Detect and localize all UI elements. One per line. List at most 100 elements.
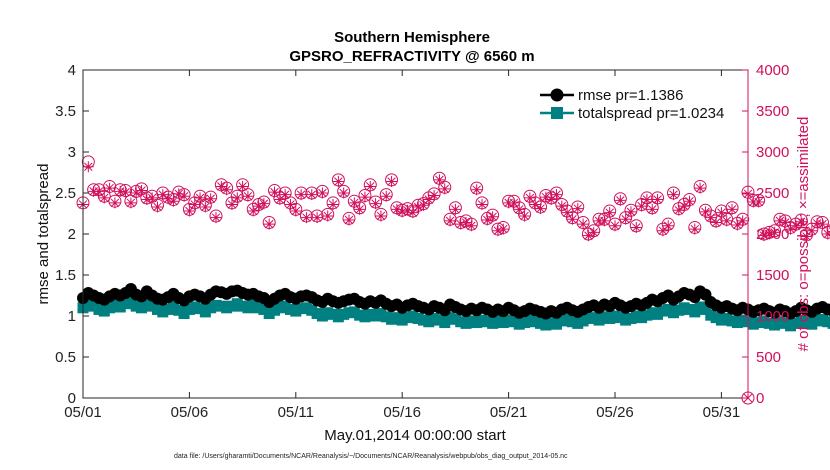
x-axis: 05/01 05/06 05/11 05/16 05/21 05/26 05/31 (64, 70, 740, 421)
y-right-tick-label: 3000 (756, 144, 789, 161)
y-right-tick-label: 0 (756, 390, 764, 407)
obs-assimilated-point (678, 200, 690, 212)
obs-assimilated-point (694, 182, 706, 194)
y-tick-label: 2 (68, 226, 76, 243)
obs-assimilated-point (822, 228, 830, 240)
obs-assimilated-point (343, 214, 355, 226)
obs-assimilated-point (348, 197, 360, 209)
y-right-tick-label: 3500 (756, 103, 789, 120)
obs-assimilated-point (673, 204, 685, 216)
legend-rmse-label: rmse pr=1.1386 (578, 87, 683, 104)
y-axis-right: 0 500 1000 1500 2000 2500 3000 3500 4000 (742, 62, 789, 407)
obs-assimilated-point (284, 198, 296, 210)
y-tick-label: 1 (68, 308, 76, 325)
obs-assimilated-point (721, 215, 733, 227)
obs-assimilated-point (269, 186, 281, 198)
obs-assimilated-point (683, 195, 695, 207)
y-right-tick-label: 500 (756, 349, 781, 366)
obs-assimilated-point (189, 198, 201, 210)
obs-assimilated-point (125, 197, 137, 209)
obs-assimilated-point (167, 195, 179, 207)
obs-assimilated-point (795, 216, 807, 228)
obs-assimilated-point (221, 184, 233, 196)
obs-assimilated-point (508, 197, 520, 209)
totalspread-point (827, 317, 830, 329)
obs-assimilated-point (816, 218, 828, 230)
x-tick-label: 05/06 (171, 404, 209, 421)
obs-assimilated-point (375, 210, 387, 222)
obs-assimilated-point (625, 206, 637, 218)
obs-assimilated-point (662, 220, 674, 232)
obs-assimilated-point (253, 200, 265, 212)
obs-assimilated-point (386, 176, 398, 188)
obs-assimilated-point (582, 230, 594, 242)
obs-assimilated-point (109, 197, 121, 209)
rmse-point (827, 305, 830, 317)
y-tick-label: 0 (68, 390, 76, 407)
obs-assimilated-point (668, 189, 680, 201)
obs-assimilated-point (556, 200, 568, 212)
obs-assimilated-point (327, 198, 339, 210)
obs-assimilated-point (806, 225, 818, 237)
obs-assimilated-point (753, 196, 765, 208)
x-axis-label: May.01,2014 00:00:00 start (324, 427, 506, 444)
y-tick-label: 3.5 (55, 103, 76, 120)
obs-assimilated-point (205, 193, 217, 205)
obs-assimilated-point (763, 228, 775, 240)
legend-spread-label: totalspread pr=1.0234 (578, 105, 724, 122)
obs-assimilated-point (423, 194, 435, 206)
legend: rmse pr=1.1386 totalspread pr=1.0234 (532, 80, 734, 128)
obs-assimilated-point (183, 205, 195, 217)
obs-assimilated-point (359, 191, 371, 203)
obs-assimilated-point (332, 176, 344, 188)
obs-assimilated-point (237, 180, 249, 192)
obs-assimilated-point (779, 217, 791, 229)
chart-subtitle: GPSRO_REFRACTIVITY @ 6560 m (289, 48, 534, 65)
obs-assimilated-point (476, 198, 488, 210)
obs-assimilated-point (402, 204, 414, 216)
y-tick-label: 3 (68, 144, 76, 161)
obs-assimilated-point (391, 203, 403, 215)
y-tick-label: 4 (68, 62, 76, 79)
obs-assimilated-point (561, 207, 573, 219)
obs-assimilated-point (417, 199, 429, 211)
obs-assimilated-point (311, 212, 323, 224)
obs-assimilated-point (104, 182, 116, 194)
obs-assimilated-point (439, 183, 451, 195)
x-tick-label: 05/26 (596, 404, 634, 421)
obs-assimilated-point (529, 198, 541, 210)
obs-assimilated-point (322, 210, 334, 222)
obs-assimilated-point (354, 203, 366, 215)
obs-assimilated-point (465, 220, 477, 232)
y-right-tick-label: 4000 (756, 62, 789, 79)
y-tick-label: 2.5 (55, 185, 76, 202)
obs-assimilated-point (151, 201, 163, 213)
obs-assimilated-point (263, 218, 275, 230)
obs-assimilated-point (657, 225, 669, 237)
obs-assimilated-point (120, 186, 132, 198)
obs-assimilated-point (758, 230, 770, 242)
obs-assimilated-point (93, 185, 105, 197)
obs-assimilated-point (550, 189, 562, 201)
obs-assimilated-point (598, 215, 610, 227)
obs-assimilated-point (737, 215, 749, 227)
obs-assimilated-point (433, 174, 445, 186)
obs-assimilated-point (279, 189, 291, 201)
obs-assimilated-point (513, 203, 525, 215)
obs-assimilated-point (242, 190, 254, 202)
obs-assimilated-point (146, 192, 158, 204)
legend-box (532, 80, 734, 128)
obs-assimilated-point (689, 223, 701, 235)
obs-assimilated-point (295, 189, 307, 201)
obs-assimilated-point (519, 210, 531, 222)
y-right-tick-label: 1000 (756, 308, 789, 325)
obs-assimilated-point (487, 211, 499, 223)
obs-assimilated-point (726, 203, 738, 215)
obs-assimilated-point (609, 220, 621, 232)
obs-assimilated-point (699, 206, 711, 218)
obs-assimilated-point (444, 215, 456, 227)
legend-rmse-marker (550, 88, 564, 102)
chart-title: Southern Hemisphere (334, 29, 490, 46)
obs-assimilated-point (82, 161, 94, 173)
